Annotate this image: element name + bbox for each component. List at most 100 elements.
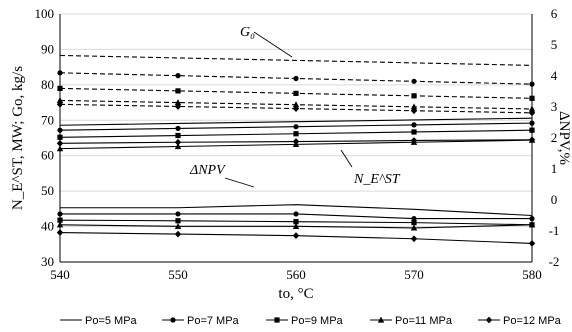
data-point-dNPV-3 (528, 221, 536, 228)
data-point-G0-3 (410, 103, 418, 110)
y-tick-label: 80 (41, 77, 54, 92)
y-tick-label: 100 (35, 6, 55, 21)
legend: Po=5 MPa Po=7 MPa Po=9 MPa Po=11 MPa Po=12 M… (60, 315, 562, 327)
y2-tick-label: 2 (551, 130, 558, 145)
data-point-dNPV-1 (411, 216, 417, 222)
data-point-dNPV-1 (529, 216, 535, 222)
y-tick-label: 60 (41, 148, 54, 163)
data-point-G0-4 (56, 100, 64, 108)
dnpv-leader-line (224, 177, 255, 188)
legend-marker-3 (377, 316, 385, 323)
data-point-NEST-1 (175, 125, 181, 132)
data-point-dNPV-4 (56, 229, 64, 236)
data-point-dNPV-1 (57, 211, 63, 217)
data-point-G0-4 (410, 107, 418, 115)
legend-label: Po=5 MPa (85, 315, 138, 327)
data-point-NEST-4 (528, 136, 536, 144)
data-point-dNPV-2 (411, 220, 417, 226)
data-point-G0-2 (293, 90, 299, 96)
data-point-G0-2 (529, 95, 535, 101)
data-point-dNPV-2 (175, 218, 181, 224)
data-point-G0-1 (293, 75, 299, 82)
x-tick-label: 560 (286, 267, 306, 282)
data-point-dNPV-4 (292, 232, 300, 240)
data-point-G0-2 (411, 93, 417, 99)
tick-labels: 30 40 50 60 70 80 90 100 -2 -1 0 1 2 3 4 5 6 540 550 560 570… (10, 6, 572, 302)
data-point-dNPV-4 (174, 230, 182, 238)
legend-label: Po=11 MPa (395, 315, 453, 327)
data-point-dNPV-3 (410, 224, 418, 231)
data-point-dNPV-2 (57, 217, 63, 223)
y-axis-title: N_E^ST, MW; Go, kg/s (10, 66, 26, 210)
gridlines (60, 13, 532, 263)
x-tick-label: 550 (168, 267, 188, 282)
y2-tick-label: 6 (551, 6, 558, 21)
data-point-G0-1 (57, 70, 63, 76)
data-point-G0-4 (528, 109, 536, 117)
legend-label: Po=9 MPa (291, 315, 344, 327)
y-tick-label: 70 (41, 112, 54, 127)
legend-marker-1 (170, 317, 176, 323)
legend-marker-4 (485, 316, 493, 324)
data-point-G0-2 (57, 85, 63, 91)
y2-tick-label: 5 (551, 37, 558, 52)
data-point-NEST-3 (174, 143, 182, 150)
g0-leader-line (253, 31, 293, 58)
data-point-NEST-4 (292, 138, 300, 145)
y-tick-label: 40 (41, 219, 54, 234)
x-tick-label: 540 (50, 267, 70, 282)
data-point-G0-1 (529, 81, 535, 87)
legend-label: Po=12 MPa (503, 315, 562, 327)
data-point-dNPV-2 (293, 219, 299, 225)
data-point-dNPV-4 (410, 235, 418, 243)
data-point-dNPV-3 (56, 221, 64, 228)
y2-tick-label: -1 (549, 223, 560, 238)
data-point-G0-4 (292, 105, 300, 112)
y2-tick-label: 1 (551, 161, 558, 176)
data-point-dNPV-1 (175, 211, 181, 217)
data-point-NEST-2 (529, 127, 535, 133)
y2-tick-label: 3 (551, 99, 558, 114)
data-point-dNPV-1 (293, 211, 299, 217)
y2-tick-label: 0 (551, 192, 558, 207)
data-point-NEST-2 (411, 129, 417, 135)
data-point-NEST-4 (410, 137, 418, 144)
annotations: G₀ ΔNPV N_E^ST (189, 25, 401, 188)
data-point-G0-3 (292, 101, 300, 108)
series-group (56, 54, 536, 247)
y2-tick-label: 4 (551, 68, 558, 83)
data-point-dNPV-4 (528, 240, 536, 247)
y-tick-label: 50 (41, 183, 54, 198)
data-point-NEST-4 (174, 138, 182, 146)
data-point-NEST-2 (175, 132, 181, 139)
g0-annotation: G₀ (240, 25, 255, 40)
series-line-G0-0 (59, 54, 533, 66)
data-point-NEST-2 (293, 131, 299, 137)
y2-tick-label: -2 (549, 254, 560, 269)
data-point-dNPV-3 (292, 222, 300, 229)
data-point-G0-1 (175, 73, 181, 79)
data-point-G0-3 (174, 99, 182, 106)
nest-leader-line (340, 149, 353, 168)
y2-axis-title: ΔNPV,% (556, 111, 572, 165)
data-point-NEST-1 (57, 127, 63, 133)
data-point-NEST-4 (56, 139, 64, 147)
x-axis-title: to, °C (278, 286, 313, 302)
dnpv-annotation: ΔNPV (189, 163, 226, 178)
data-point-NEST-2 (57, 134, 63, 140)
data-point-G0-3 (56, 97, 64, 104)
nest-annotation: N_E^ST (353, 172, 401, 187)
data-point-NEST-1 (411, 122, 417, 128)
data-point-G0-1 (411, 78, 417, 84)
data-point-NEST-1 (293, 124, 299, 130)
series-line-NEST-0 (59, 117, 533, 126)
x-tick-label: 570 (404, 267, 424, 282)
y-tick-label: 90 (41, 41, 54, 56)
data-point-dNPV-3 (174, 222, 182, 229)
legend-marker-2 (274, 317, 280, 323)
y-tick-label: 30 (41, 254, 54, 269)
x-tick-label: 580 (522, 267, 542, 282)
series-line-dNPV-0 (60, 204, 533, 217)
data-point-G0-4 (174, 103, 182, 110)
